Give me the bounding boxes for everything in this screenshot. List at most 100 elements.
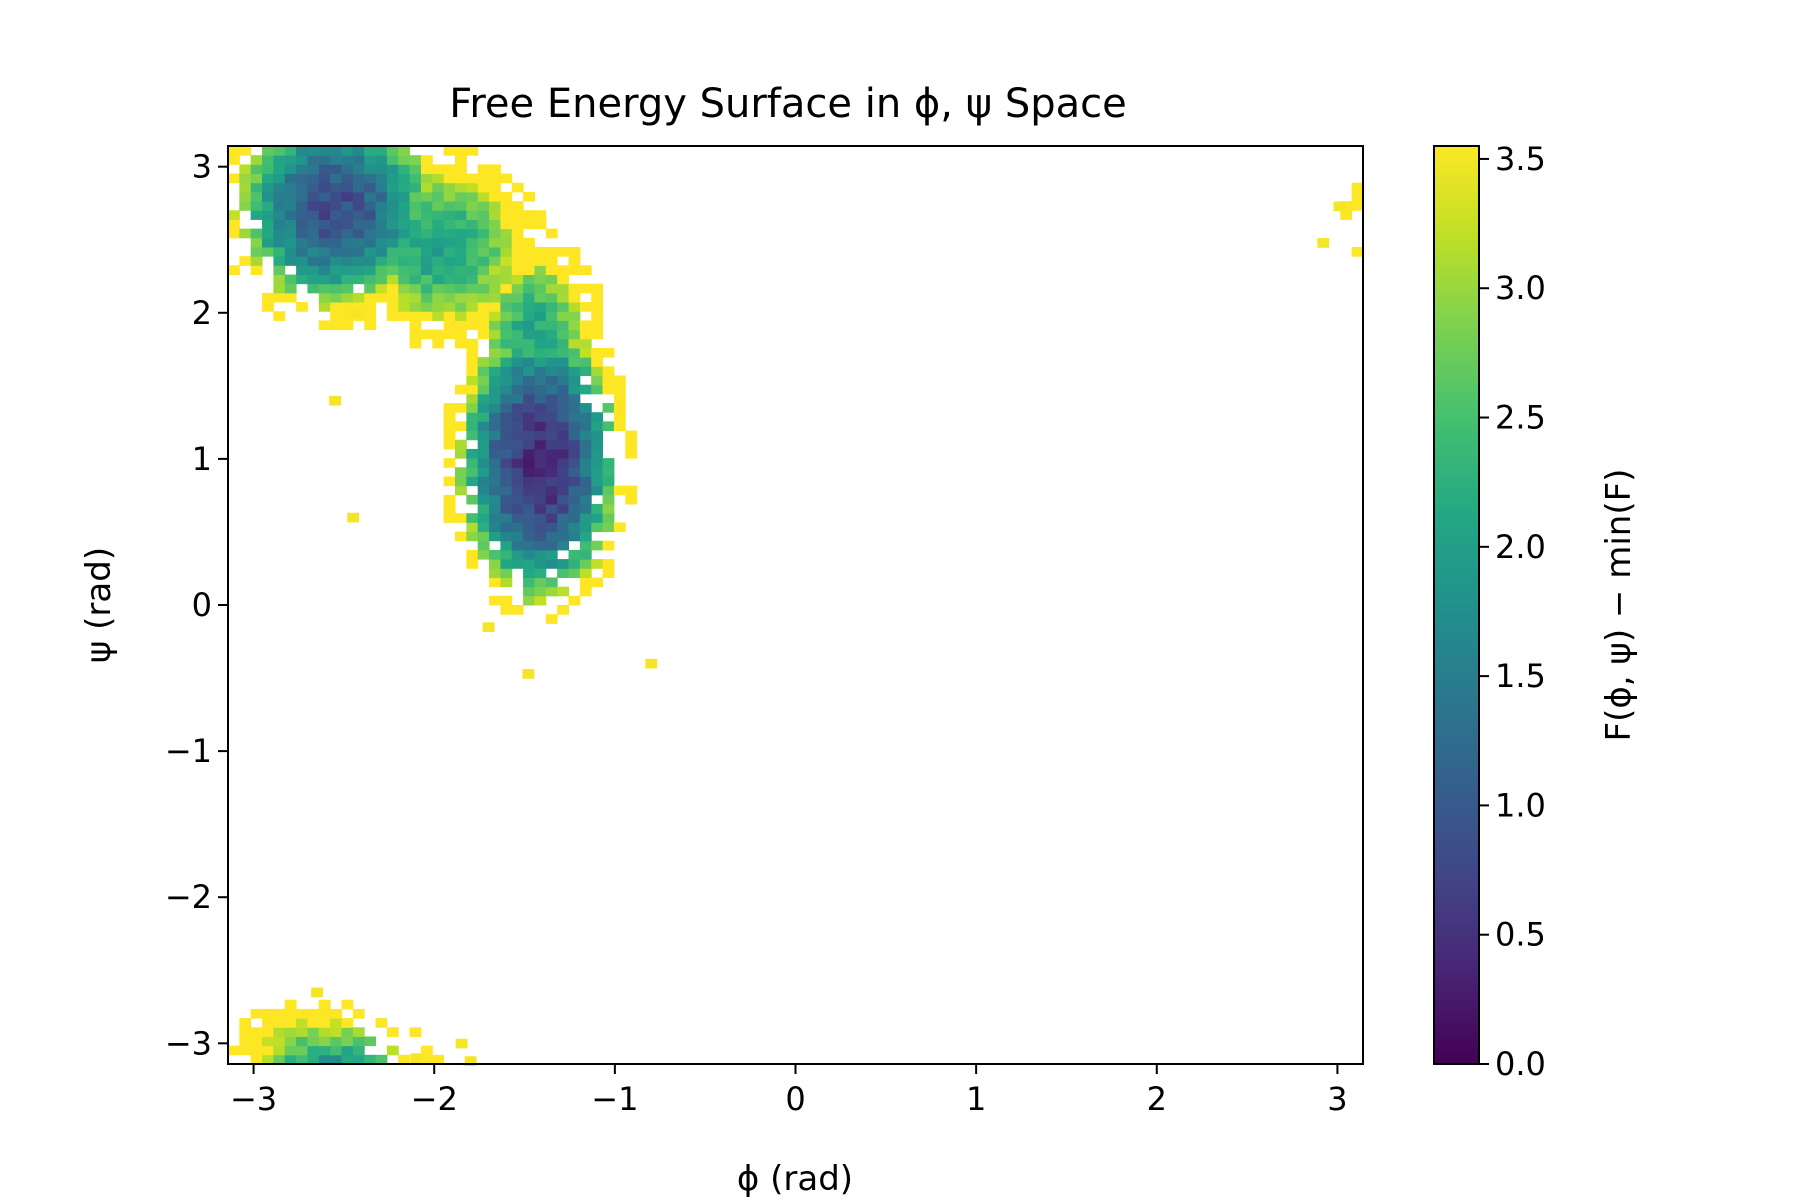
- heatmap-cell: [432, 173, 445, 184]
- heatmap-cell: [409, 201, 422, 211]
- heatmap-cell: [432, 201, 445, 211]
- heatmap-cell: [489, 329, 501, 340]
- heatmap-cell: [1351, 182, 1364, 193]
- heatmap-cell: [296, 265, 308, 276]
- colorbar-frame: [1433, 145, 1480, 1065]
- heatmap-cell: [523, 430, 535, 441]
- heatmap-cell: [386, 311, 399, 321]
- heatmap-cell: [489, 448, 501, 459]
- heatmap-cell: [318, 999, 331, 1010]
- heatmap-cell: [534, 256, 547, 266]
- heatmap-cell: [432, 329, 445, 340]
- heatmap-cell: [250, 182, 263, 193]
- heatmap-cell: [375, 164, 388, 175]
- heatmap-cell: [455, 329, 467, 340]
- heatmap-cell: [523, 504, 535, 514]
- heatmap-cell: [375, 173, 388, 184]
- heatmap-cell: [443, 476, 456, 487]
- heatmap-cell: [500, 559, 513, 569]
- heatmap-cell: [489, 595, 501, 606]
- heatmap-cell: [591, 467, 604, 477]
- heatmap-cell: [625, 494, 638, 505]
- heatmap-cell: [511, 412, 524, 422]
- heatmap-cell: [455, 531, 467, 542]
- heatmap-cell: [330, 246, 342, 257]
- heatmap-cell: [477, 366, 490, 376]
- heatmap-cell: [500, 191, 513, 202]
- heatmap-cell: [466, 292, 479, 303]
- heatmap-cell: [262, 1045, 274, 1056]
- heatmap-cell: [500, 274, 513, 285]
- heatmap-cell: [262, 237, 274, 248]
- heatmap-cell: [500, 228, 513, 239]
- heatmap-cell: [489, 568, 501, 578]
- heatmap-cell: [523, 586, 535, 597]
- heatmap-cell: [239, 182, 252, 193]
- heatmap-cell: [375, 1018, 388, 1028]
- heatmap-cell: [557, 403, 569, 413]
- heatmap-cell: [613, 421, 626, 432]
- heatmap-cell: [409, 256, 422, 266]
- heatmap-cell: [613, 522, 626, 533]
- heatmap-cell: [523, 494, 535, 505]
- heatmap-cell: [432, 228, 445, 239]
- heatmap-cell: [398, 237, 411, 248]
- heatmap-cell: [523, 292, 535, 303]
- heatmap-cell: [262, 219, 274, 230]
- heatmap-cell: [330, 201, 342, 211]
- heatmap-cell: [352, 292, 365, 303]
- heatmap-cell: [318, 292, 331, 303]
- heatmap-cell: [557, 586, 569, 597]
- heatmap-cell: [534, 559, 547, 569]
- heatmap-cell: [511, 549, 524, 560]
- heatmap-cell: [409, 155, 422, 165]
- heatmap-cell: [318, 155, 331, 165]
- heatmap-cell: [409, 210, 422, 220]
- heatmap-cell: [568, 439, 581, 450]
- heatmap-cell: [579, 522, 592, 533]
- heatmap-cell: [398, 191, 411, 202]
- heatmap-cell: [579, 531, 592, 542]
- heatmap-cell: [579, 540, 592, 551]
- heatmap-cell: [477, 357, 490, 367]
- heatmap-cell: [477, 201, 490, 211]
- heatmap-cell: [409, 228, 422, 239]
- heatmap-cell: [341, 228, 354, 239]
- heatmap-cell: [250, 164, 263, 175]
- heatmap-cell: [443, 458, 456, 468]
- heatmap-cell: [523, 421, 535, 432]
- heatmap-cell: [489, 577, 501, 588]
- heatmap-cell: [273, 237, 286, 248]
- heatmap-cell: [318, 237, 331, 248]
- heatmap-cell: [511, 540, 524, 551]
- heatmap-cell: [477, 393, 490, 404]
- heatmap-cell: [273, 274, 286, 285]
- heatmap-cell: [579, 577, 592, 588]
- heatmap-cell: [511, 494, 524, 505]
- heatmap-cell: [364, 1036, 377, 1047]
- heatmap-cell: [443, 283, 456, 294]
- heatmap-cell: [557, 522, 569, 533]
- heatmap-cell: [466, 549, 479, 560]
- heatmap-cell: [477, 302, 490, 312]
- heatmap-cell: [500, 412, 513, 422]
- heatmap-cell: [420, 329, 433, 340]
- heatmap-cell: [330, 1036, 342, 1047]
- heatmap-cell: [523, 274, 535, 285]
- heatmap-cell: [375, 246, 388, 257]
- heatmap-cell: [602, 384, 615, 395]
- heatmap-cell: [511, 228, 524, 239]
- heatmap-cell: [386, 155, 399, 165]
- heatmap-cell: [352, 1054, 365, 1065]
- heatmap-cell: [364, 283, 377, 294]
- heatmap-cell: [398, 146, 411, 156]
- heatmap-cell: [273, 292, 286, 303]
- heatmap-cell: [420, 265, 433, 276]
- heatmap-cell: [511, 476, 524, 487]
- heatmap-cell: [523, 219, 535, 230]
- heatmap-cell: [330, 146, 342, 156]
- heatmap-cell: [466, 283, 479, 294]
- heatmap-cell: [375, 274, 388, 285]
- heatmap-cell: [386, 256, 399, 266]
- heatmap-cell: [557, 320, 569, 331]
